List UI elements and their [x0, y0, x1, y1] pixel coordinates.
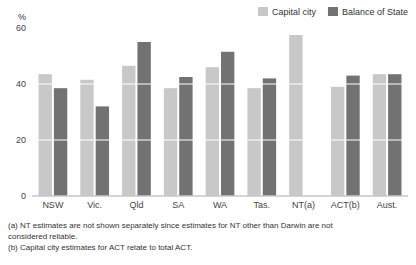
footnote: (b) Capital city estimates for ACT relat… — [8, 243, 192, 252]
legend: Balance of State Capital city — [258, 7, 408, 17]
x-tick-label: Qld — [129, 200, 143, 210]
y-tick-label: 0 — [21, 191, 26, 201]
y-tick-label: 60 — [16, 23, 26, 33]
x-tick-label: SA — [172, 200, 184, 210]
bar — [122, 66, 135, 196]
bar — [247, 88, 260, 196]
footnote: considered reliable. — [8, 232, 77, 241]
x-axis-line — [32, 196, 408, 197]
x-tick-label: Tas. — [254, 200, 271, 210]
grid-line — [32, 28, 408, 29]
bar — [221, 52, 234, 196]
x-tick-label: Aust. — [377, 200, 398, 210]
legend-swatch — [258, 7, 268, 16]
x-tick-label: NT(a) — [292, 200, 315, 210]
bar — [80, 80, 93, 196]
bar — [373, 74, 386, 196]
bar — [346, 76, 359, 196]
bar — [96, 106, 109, 196]
bar — [206, 67, 219, 196]
bar — [39, 74, 52, 196]
y-tick-label: 20 — [16, 135, 26, 145]
bar — [388, 74, 401, 196]
y-axis-label: % — [18, 12, 26, 22]
grid-line — [32, 83, 408, 84]
legend-swatch — [328, 7, 338, 16]
bar — [54, 88, 67, 196]
legend-label: Balance of State — [342, 7, 408, 17]
bar — [179, 77, 192, 196]
grid-line — [32, 139, 408, 140]
bar — [331, 87, 344, 196]
chart: % 0 20 40 60 NSW Vic. Qld SA WA Tas. NT(a) ACT(b) Aus… — [0, 0, 416, 265]
footnote: (a) NT estimates are not shown separatel… — [8, 221, 334, 230]
bar — [289, 35, 302, 196]
bars — [32, 28, 408, 196]
y-tick-label: 40 — [16, 79, 26, 89]
x-tick-label: Vic. — [87, 200, 102, 210]
legend-label: Capital city — [272, 7, 317, 17]
bar — [263, 78, 276, 196]
x-tick-label: WA — [213, 200, 227, 210]
grid-line — [32, 195, 408, 196]
bar — [137, 42, 150, 196]
x-tick-label: ACT(b) — [331, 200, 360, 210]
x-tick-label: NSW — [42, 200, 64, 210]
bar — [164, 88, 177, 196]
